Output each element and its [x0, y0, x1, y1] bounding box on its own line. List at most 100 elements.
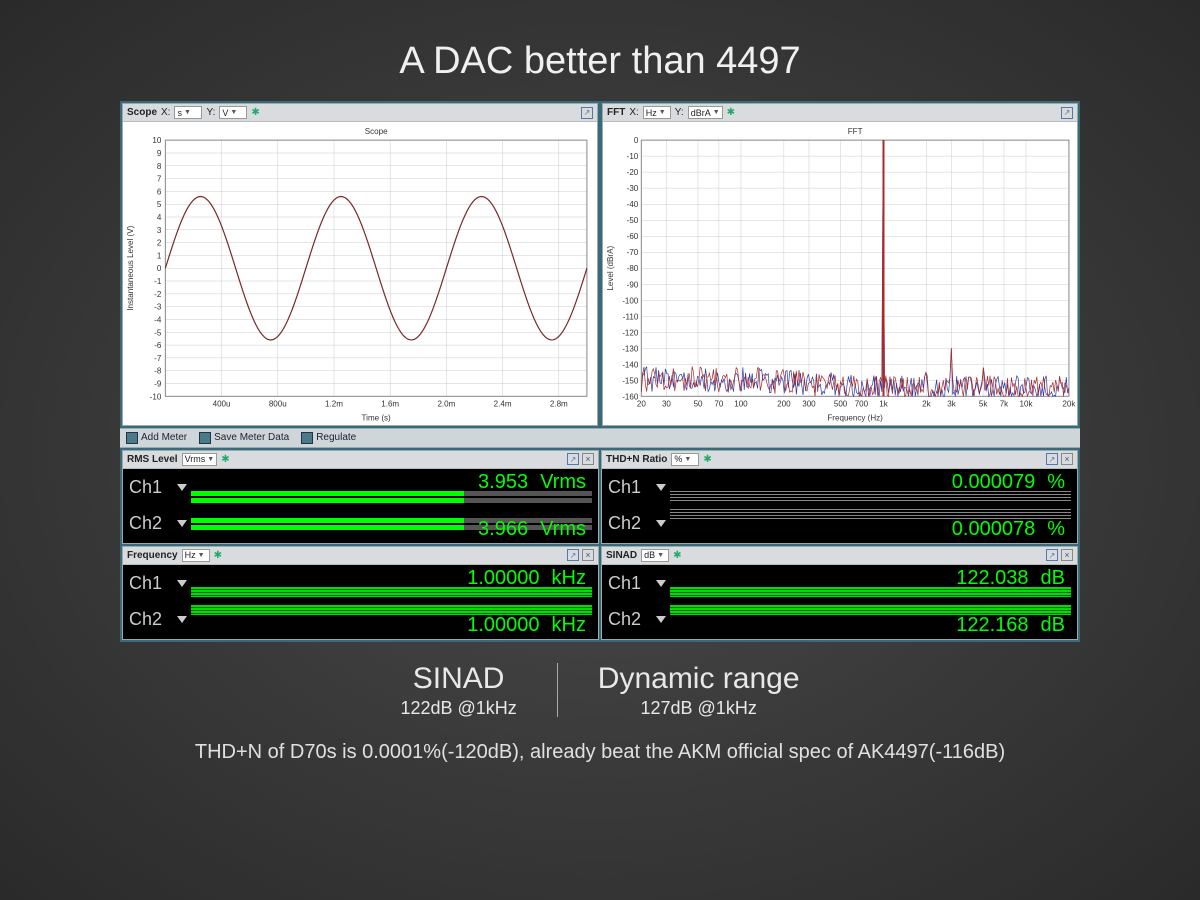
svg-text:1.6m: 1.6m — [381, 399, 399, 408]
popout-icon[interactable]: ↗ — [1046, 453, 1058, 465]
svg-text:-140: -140 — [622, 360, 639, 369]
chevron-down-icon[interactable] — [656, 580, 666, 587]
svg-text:800u: 800u — [269, 399, 287, 408]
svg-text:-6: -6 — [154, 341, 162, 350]
scope-panel: Scope X: s Y: V ↗ -10-9-8-7-6-5-4-3-2-10… — [122, 103, 598, 426]
sinad-ch1: Ch1 122.038dB — [608, 569, 1071, 599]
thdn-unit-select[interactable]: % — [671, 453, 699, 466]
gear-icon[interactable] — [703, 454, 711, 465]
svg-text:-3: -3 — [154, 303, 162, 312]
svg-text:9: 9 — [157, 149, 162, 158]
save-icon — [199, 432, 211, 444]
svg-text:Instantaneous Level (V): Instantaneous Level (V) — [126, 225, 135, 310]
freq-title: Frequency — [127, 550, 178, 561]
gear-icon[interactable] — [214, 550, 222, 561]
svg-text:1: 1 — [157, 251, 162, 260]
close-icon[interactable]: × — [582, 453, 594, 465]
gear-icon[interactable] — [251, 107, 259, 118]
sinad-meter: SINAD dB ↗× Ch1 122.038dB — [601, 546, 1078, 640]
thdn-title: THD+N Ratio — [606, 454, 667, 465]
regulate-button[interactable]: Regulate — [301, 432, 356, 444]
sinad-unit-select[interactable]: dB — [641, 549, 669, 562]
save-meter-button[interactable]: Save Meter Data — [199, 432, 289, 444]
svg-text:500: 500 — [834, 399, 848, 408]
sinad-ch2: Ch2 122.168dB — [608, 605, 1071, 635]
chevron-down-icon[interactable] — [656, 616, 666, 623]
svg-text:-1: -1 — [154, 277, 162, 286]
svg-text:2.4m: 2.4m — [494, 399, 512, 408]
svg-text:200: 200 — [777, 399, 791, 408]
svg-text:-90: -90 — [627, 280, 639, 289]
popout-icon[interactable]: ↗ — [567, 549, 579, 561]
svg-text:-50: -50 — [627, 216, 639, 225]
gear-icon[interactable] — [221, 454, 229, 465]
fft-chart: -160-150-140-130-120-110-100-90-80-70-60… — [603, 122, 1077, 425]
fft-x-unit[interactable]: Hz — [643, 106, 671, 119]
svg-text:70: 70 — [714, 399, 723, 408]
svg-text:-110: -110 — [623, 312, 639, 321]
svg-text:Frequency (Hz): Frequency (Hz) — [827, 414, 883, 423]
fft-x-label: X: — [629, 107, 638, 118]
svg-text:Level (dBrA): Level (dBrA) — [606, 246, 615, 291]
popout-icon[interactable]: ↗ — [581, 107, 593, 119]
scope-x-unit[interactable]: s — [174, 106, 202, 119]
svg-text:2: 2 — [157, 239, 162, 248]
svg-text:-10: -10 — [627, 152, 639, 161]
svg-text:-100: -100 — [622, 296, 639, 305]
footnote: THD+N of D70s is 0.0001%(-120dB), alread… — [195, 741, 1005, 764]
svg-text:10: 10 — [152, 136, 161, 145]
fft-label: FFT — [607, 107, 625, 118]
svg-text:50: 50 — [694, 399, 703, 408]
svg-text:2k: 2k — [922, 399, 931, 408]
svg-text:5: 5 — [157, 200, 162, 209]
close-icon[interactable]: × — [1061, 453, 1073, 465]
rms-ch2: Ch2 3.966Vrms — [129, 509, 592, 539]
svg-text:-2: -2 — [154, 290, 162, 299]
chevron-down-icon[interactable] — [177, 580, 187, 587]
freq-unit-select[interactable]: Hz — [182, 549, 210, 562]
scope-x-label: X: — [161, 107, 170, 118]
svg-text:4: 4 — [157, 213, 162, 222]
svg-text:-120: -120 — [622, 328, 639, 337]
rms-unit-select[interactable]: Vrms — [182, 453, 218, 466]
scope-y-label: Y: — [206, 107, 215, 118]
chevron-down-icon[interactable] — [656, 520, 666, 527]
popout-icon[interactable]: ↗ — [1046, 549, 1058, 561]
svg-text:6: 6 — [157, 187, 162, 196]
thdn-ch1: Ch1 0.000079% — [608, 473, 1071, 503]
close-icon[interactable]: × — [1061, 549, 1073, 561]
svg-text:Scope: Scope — [365, 127, 388, 136]
popout-icon[interactable]: ↗ — [1061, 107, 1073, 119]
svg-text:-130: -130 — [622, 344, 639, 353]
thdn-meter: THD+N Ratio % ↗× Ch1 0.000079% — [601, 450, 1078, 544]
svg-text:5k: 5k — [979, 399, 988, 408]
fft-y-unit[interactable]: dBrA — [688, 106, 723, 119]
add-meter-button[interactable]: Add Meter — [126, 432, 187, 444]
svg-text:30: 30 — [662, 399, 671, 408]
svg-text:-30: -30 — [627, 184, 639, 193]
scope-y-unit[interactable]: V — [219, 106, 247, 119]
chevron-down-icon[interactable] — [177, 520, 187, 527]
svg-text:-80: -80 — [627, 264, 639, 273]
svg-text:-8: -8 — [154, 367, 162, 376]
stat-sinad-value: 122dB @1kHz — [400, 698, 516, 719]
freq-ch1: Ch1 1.00000kHz — [129, 569, 592, 599]
svg-text:400u: 400u — [213, 399, 231, 408]
svg-text:8: 8 — [157, 162, 162, 171]
fft-header: FFT X: Hz Y: dBrA ↗ — [603, 104, 1077, 122]
svg-text:3: 3 — [157, 226, 162, 235]
chevron-down-icon[interactable] — [177, 484, 187, 491]
svg-text:-150: -150 — [622, 376, 639, 385]
freq-meter: Frequency Hz ↗× Ch1 1.00000kHz — [122, 546, 599, 640]
popout-icon[interactable]: ↗ — [567, 453, 579, 465]
close-icon[interactable]: × — [582, 549, 594, 561]
meter-grid: RMS Level Vrms ↗× Ch1 3.953Vrms — [120, 448, 1080, 642]
gear-icon[interactable] — [727, 107, 735, 118]
chevron-down-icon[interactable] — [656, 484, 666, 491]
stat-dr-title: Dynamic range — [598, 662, 800, 696]
gear-icon[interactable] — [673, 550, 681, 561]
rms-ch1: Ch1 3.953Vrms — [129, 473, 592, 503]
chevron-down-icon[interactable] — [177, 616, 187, 623]
play-icon — [301, 432, 313, 444]
svg-text:2.0m: 2.0m — [437, 399, 455, 408]
